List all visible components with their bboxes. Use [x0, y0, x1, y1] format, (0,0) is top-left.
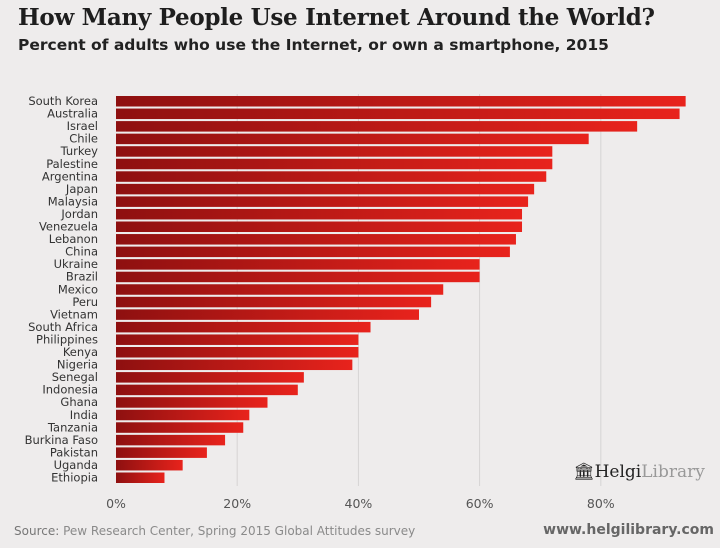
category-label: South Africa	[28, 320, 98, 334]
category-label: Indonesia	[42, 383, 98, 397]
bar	[116, 271, 480, 283]
source-text: Pew Research Center, Spring 2015 Global …	[63, 524, 416, 538]
category-label: Uganda	[54, 458, 98, 472]
bar	[116, 434, 226, 446]
bar	[116, 171, 547, 182]
category-label: Japan	[65, 182, 98, 196]
bar	[116, 409, 250, 421]
website-url[interactable]: www.helgilibrary.com	[543, 522, 714, 538]
bar	[116, 146, 553, 157]
category-label: Venezuela	[39, 220, 98, 234]
bar	[116, 459, 183, 471]
bar	[116, 347, 359, 358]
category-label: Jordan	[60, 207, 98, 221]
category-label: Chile	[69, 132, 98, 146]
category-label: Palestine	[46, 157, 98, 171]
bar	[116, 121, 638, 132]
category-label: Ethiopia	[51, 471, 98, 485]
category-label: Tanzania	[47, 420, 98, 434]
bar	[116, 422, 244, 433]
bar	[116, 447, 207, 458]
category-label: Nigeria	[57, 358, 98, 372]
bar	[116, 384, 298, 396]
category-label: Burkina Faso	[25, 433, 98, 447]
category-label: South Korea	[28, 94, 98, 108]
logo-text-helgi: Helgi	[594, 462, 642, 482]
bar	[116, 158, 553, 170]
category-label: Senegal	[52, 370, 98, 384]
bar	[116, 246, 510, 258]
chart-subtitle: Percent of adults who use the Internet, …	[18, 36, 609, 54]
source-note: Source: Pew Research Center, Spring 2015…	[14, 524, 415, 538]
x-tick-label: 20%	[223, 496, 251, 511]
category-label: India	[70, 408, 98, 422]
category-label: Turkey	[60, 144, 99, 158]
category-label: Philippines	[36, 332, 98, 346]
category-label: Brazil	[66, 270, 98, 284]
category-label: Ukraine	[54, 257, 98, 271]
x-tick-label: 80%	[587, 496, 615, 511]
logo-text-library: Library	[641, 462, 705, 482]
logo-icon: 🏛	[573, 462, 595, 482]
category-label: Vietnam	[50, 307, 98, 321]
bar	[116, 472, 165, 483]
bar	[116, 221, 523, 232]
bar	[116, 321, 371, 333]
category-label: Lebanon	[49, 232, 98, 246]
bar	[116, 96, 686, 107]
bar	[116, 397, 268, 408]
category-label: Peru	[72, 295, 98, 309]
bar	[116, 334, 359, 345]
category-label: Argentina	[42, 169, 98, 183]
category-label: Malaysia	[48, 194, 98, 208]
chart-title: How Many People Use Internet Around the …	[18, 4, 655, 31]
category-label: Israel	[67, 119, 98, 133]
bar	[116, 309, 419, 320]
helgilibrary-logo: 🏛HelgiLibrary	[573, 462, 705, 482]
bar	[116, 234, 516, 245]
source-label: Source:	[14, 524, 60, 538]
category-label: Pakistan	[50, 445, 98, 459]
category-label: Australia	[47, 107, 98, 121]
category-label: Ghana	[60, 395, 98, 409]
bar	[116, 196, 529, 207]
bar	[116, 296, 432, 308]
bar	[116, 108, 680, 120]
x-tick-label: 60%	[466, 496, 494, 511]
bar	[116, 183, 535, 195]
bar	[116, 372, 304, 383]
category-label: Kenya	[63, 345, 98, 359]
category-label: Mexico	[58, 282, 98, 296]
bar	[116, 259, 480, 270]
x-tick-label: 40%	[345, 496, 373, 511]
bar	[116, 359, 353, 371]
category-label: China	[65, 245, 98, 259]
bar	[116, 284, 444, 295]
bar	[116, 133, 589, 145]
bar	[116, 208, 523, 220]
x-tick-label: 0%	[106, 496, 126, 511]
